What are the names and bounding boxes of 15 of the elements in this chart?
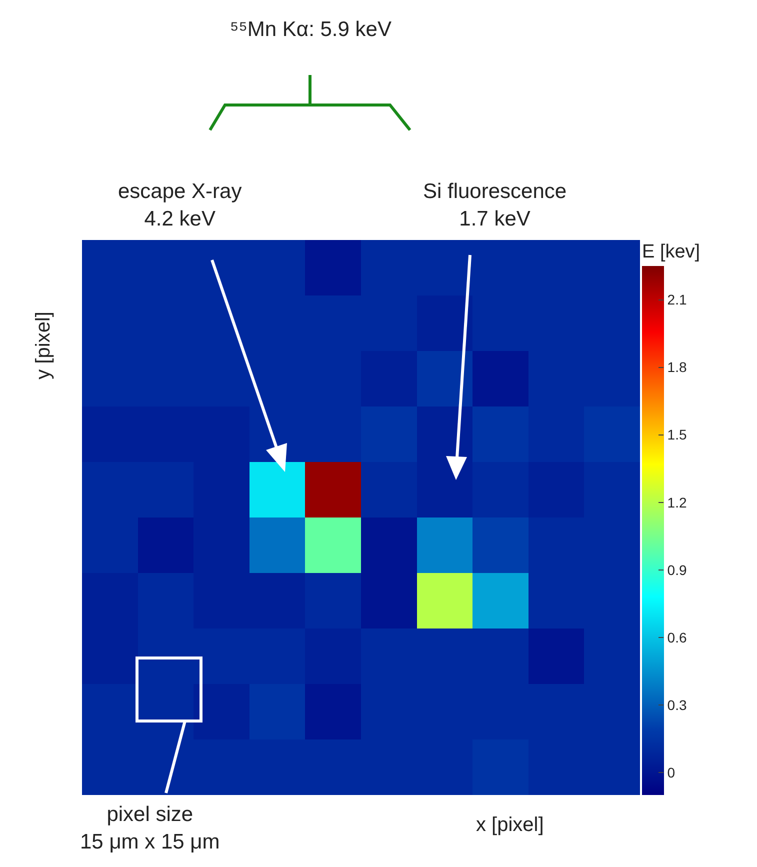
y-axis-title: y [pixel]	[32, 312, 54, 380]
color-bar-label: 0.3	[667, 696, 687, 713]
text: escape X-ray 4.2 keV	[118, 180, 242, 230]
text: pixel size 15 μm x 15 μm	[80, 803, 220, 854]
color-bar-label: 0.9	[667, 562, 687, 578]
x-axis-title: x [pixel]	[476, 814, 544, 836]
color-bar-label: 0.6	[667, 629, 687, 646]
color-bar-label: 1.2	[667, 494, 687, 510]
color-bar-label: 1.5	[667, 426, 687, 443]
color-bar-label: 2.1	[667, 292, 687, 308]
color-bar-label: 1.8	[667, 359, 687, 376]
color-bar-title: E [kev]	[642, 241, 700, 262]
color-bar-label: 0	[667, 764, 676, 780]
text: Si fluorescence 1.7 keV	[423, 180, 567, 230]
text: ⁵⁵Mn Kα: 5.9 keV	[230, 18, 392, 41]
